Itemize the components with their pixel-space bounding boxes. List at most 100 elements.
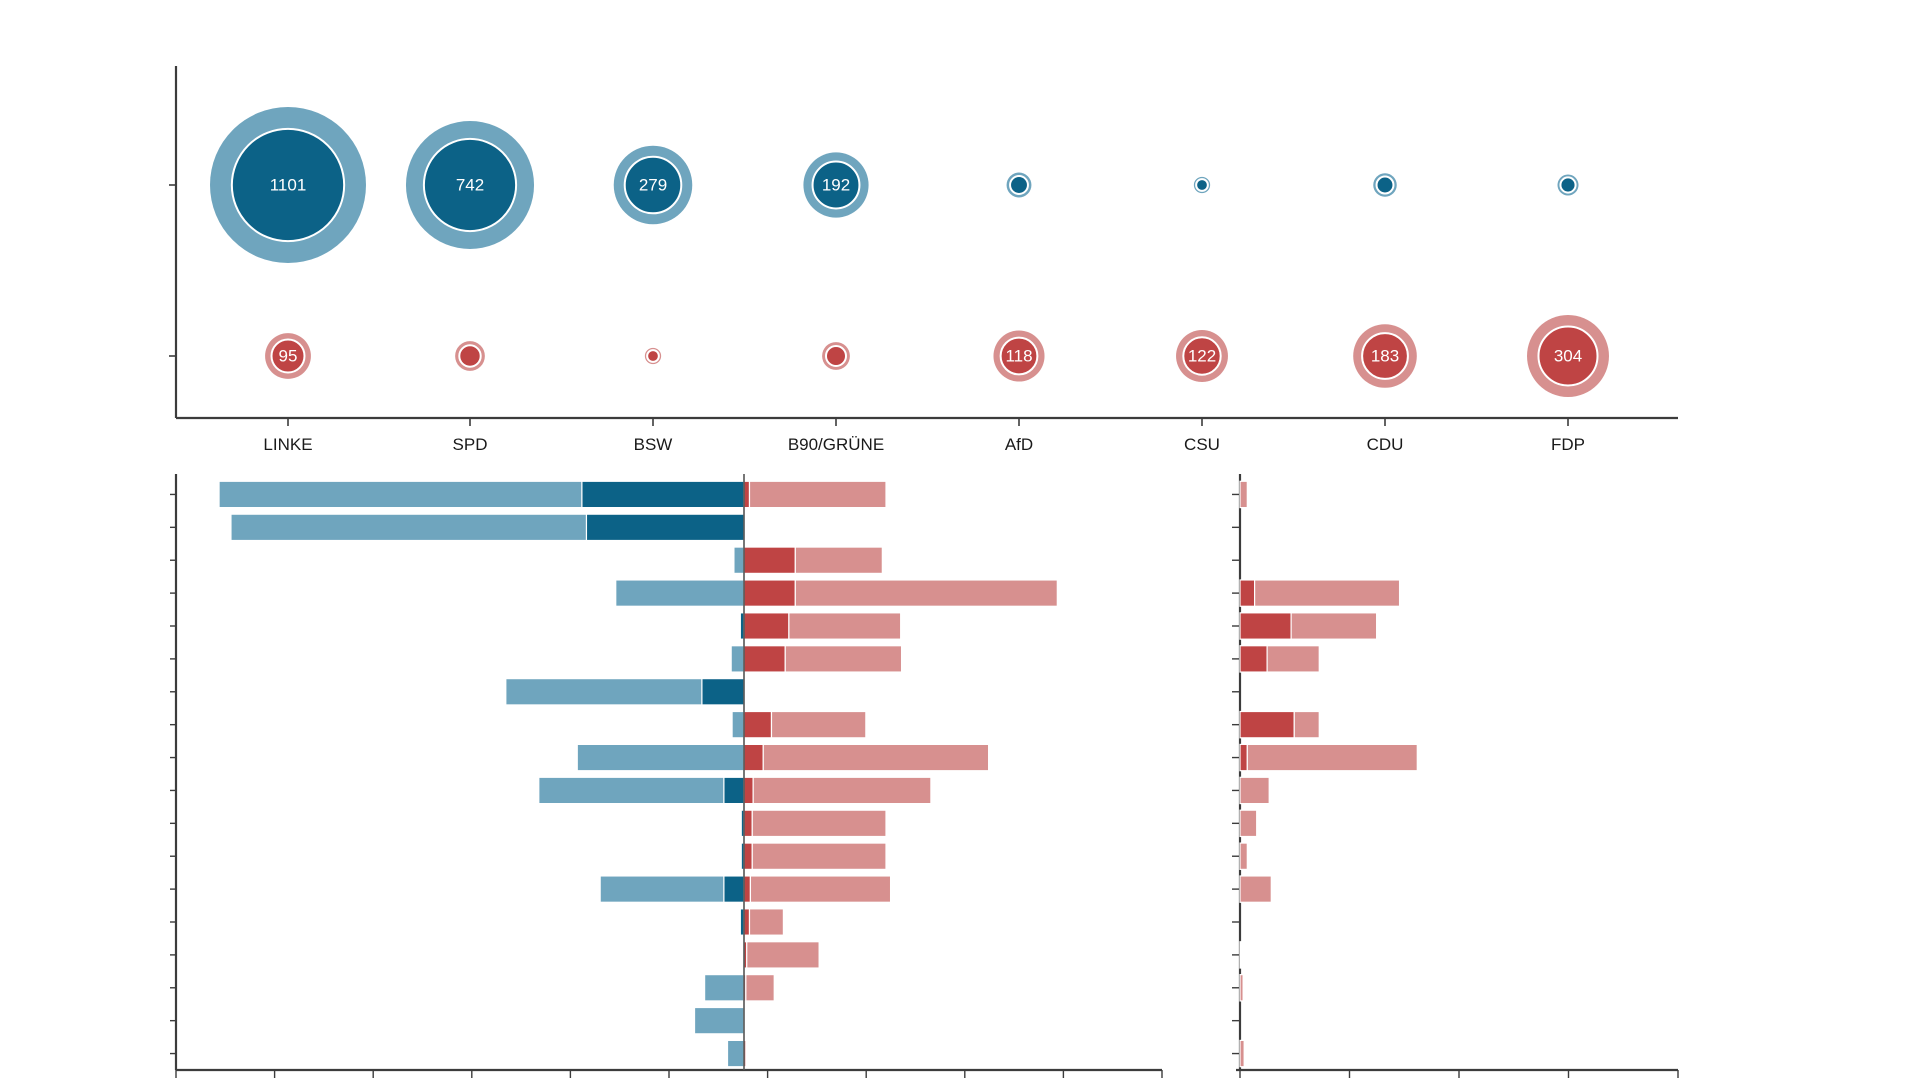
bubble-value-label: 122: [1188, 347, 1216, 366]
bar-segment-red-light: [1246, 743, 1418, 772]
bubble-blue-series-spd: 742: [405, 120, 535, 250]
bubble-red-series-csu: 122: [1176, 330, 1228, 382]
right-bar-row: [1239, 974, 1244, 1002]
bubble-blue-series-b90-gr-ne: 192: [803, 152, 869, 218]
bubble-value-label: 279: [639, 176, 667, 195]
bubble-inner-circle: [824, 344, 848, 368]
bubble-inner-circle: [999, 336, 1039, 376]
bubble-category-label-bsw: BSW: [634, 435, 673, 454]
bar-segment-red-dark: [743, 612, 790, 640]
bubble-category-label-afd: AfD: [1005, 435, 1033, 454]
bar-segment-red-light: [751, 809, 887, 838]
bubble-inner-circle: [1195, 178, 1209, 192]
bar-segment-red-light: [748, 480, 887, 509]
bubble-inner-circle: [230, 127, 346, 243]
bar-charts-svg: [170, 474, 1679, 1078]
bar-segment-red-dark: [1239, 645, 1268, 673]
bubble-red-series-bsw: [644, 347, 662, 365]
bar-segment-blue-light: [538, 776, 725, 805]
bubble-red-series-b90-gr-ne: [822, 342, 850, 370]
bubble-inner-circle: [1559, 176, 1577, 194]
bar-segment-blue-light: [615, 579, 745, 607]
bubble-blue-series-fdp: [1557, 174, 1579, 196]
bubble-inner-circle: [270, 338, 306, 374]
bar-segment-blue-dark: [585, 513, 745, 542]
bar-segment-blue-light: [599, 875, 725, 903]
bar-segment-red-light: [762, 743, 990, 772]
bar-segment-red-dark: [743, 842, 753, 870]
bubble-blue-series-afd: [1006, 172, 1032, 198]
bubble-inner-circle: [623, 155, 683, 215]
bubble-category-label-linke: LINKE: [263, 435, 312, 454]
bubble-value-label: 192: [822, 176, 850, 195]
bubble-blue-series-cdu: [1373, 173, 1397, 197]
bar-charts-region: [0, 470, 1920, 1080]
bubble-red-series-fdp: 304: [1527, 315, 1609, 397]
right-chart-axis: [1232, 474, 1679, 1078]
right-bar-row: [1239, 776, 1270, 805]
bar-segment-blue-dark: [701, 678, 745, 706]
bubble-value-label: 95: [279, 347, 298, 366]
right-bar-row: [1239, 612, 1378, 640]
left-bar-row: [704, 974, 775, 1002]
bar-segment-red-light: [784, 645, 903, 673]
bar-segment-red-light: [745, 974, 775, 1002]
bubble-category-label-fdp: FDP: [1551, 435, 1585, 454]
bar-segment-red-light: [770, 710, 867, 739]
bar-segment-blue-light: [218, 480, 583, 509]
bar-segment-blue-light: [576, 743, 745, 772]
bar-segment-red-dark: [743, 579, 796, 607]
bar-segment-red-light: [748, 908, 784, 936]
left-bar-row: [731, 710, 867, 739]
bar-segment-red-dark: [743, 809, 753, 838]
bar-segment-blue-light: [230, 513, 588, 542]
bar-segment-red-dark: [743, 743, 764, 772]
left-bar-row: [615, 579, 1058, 607]
bar-segment-red-light: [1239, 776, 1270, 805]
bubble-inner-circle: [1009, 175, 1029, 195]
bar-segment-blue-dark: [723, 776, 745, 805]
bubble-chart-svg: 1101 742 279 192 95 118 122 183 304 LINKE SPD BSW B…: [169, 66, 1678, 454]
right-bar-row: [1239, 809, 1258, 838]
left-bar-row: [726, 1039, 747, 1068]
bar-segment-red-dark: [743, 875, 752, 903]
right-bar-row: [1239, 480, 1248, 509]
bar-segment-blue-dark: [581, 480, 745, 509]
bar-segment-blue-light: [505, 678, 703, 706]
left-bar-row: [733, 546, 883, 574]
bubble-category-labels: LINKE SPD BSW B90/GRÜNE AfD CSU CDU FDP: [263, 435, 1585, 454]
bubble-red-series-spd: [455, 341, 485, 371]
bar-segment-red-light: [751, 842, 887, 870]
right-bar-row: [1239, 941, 1242, 969]
bar-segment-red-light: [788, 612, 902, 640]
left-bar-row: [576, 743, 990, 772]
right-bar-row: [1239, 842, 1248, 870]
bar-segment-blue-light: [733, 546, 745, 574]
bar-segment-red-dark: [743, 480, 751, 509]
left-chart-bars: [218, 474, 1058, 1070]
left-bar-row: [743, 941, 820, 969]
bar-segment-red-dark: [743, 710, 773, 739]
bubble-inner-circle: [646, 349, 660, 363]
left-bar-row: [230, 513, 745, 542]
bar-segment-red-dark: [743, 546, 796, 574]
bubble-category-label-spd: SPD: [453, 435, 488, 454]
bubble-red-series-afd: 118: [993, 330, 1045, 382]
bubble-inner-circle: [1537, 325, 1599, 387]
left-bar-row: [740, 842, 887, 870]
bar-segment-red-dark: [743, 645, 786, 673]
bubble-category-label-b90-gr-ne: B90/GRÜNE: [788, 435, 884, 454]
bar-segment-red-light: [1239, 480, 1248, 509]
bubble-red-series-cdu: 183: [1353, 324, 1417, 388]
bar-segment-red-light: [1293, 710, 1320, 739]
bar-segment-blue-dark: [723, 875, 745, 903]
bar-segment-blue-light: [731, 710, 745, 739]
right-bar-row: [1239, 645, 1320, 673]
bar-segment-red-light: [1253, 579, 1401, 607]
bar-segment-red-dark: [743, 776, 754, 805]
bar-segment-red-light: [1239, 842, 1248, 870]
bubble-inner-circle: [422, 137, 518, 233]
left-bar-row: [218, 480, 887, 509]
bar-segment-red-light: [1239, 941, 1242, 969]
right-bar-row: [1239, 875, 1272, 903]
